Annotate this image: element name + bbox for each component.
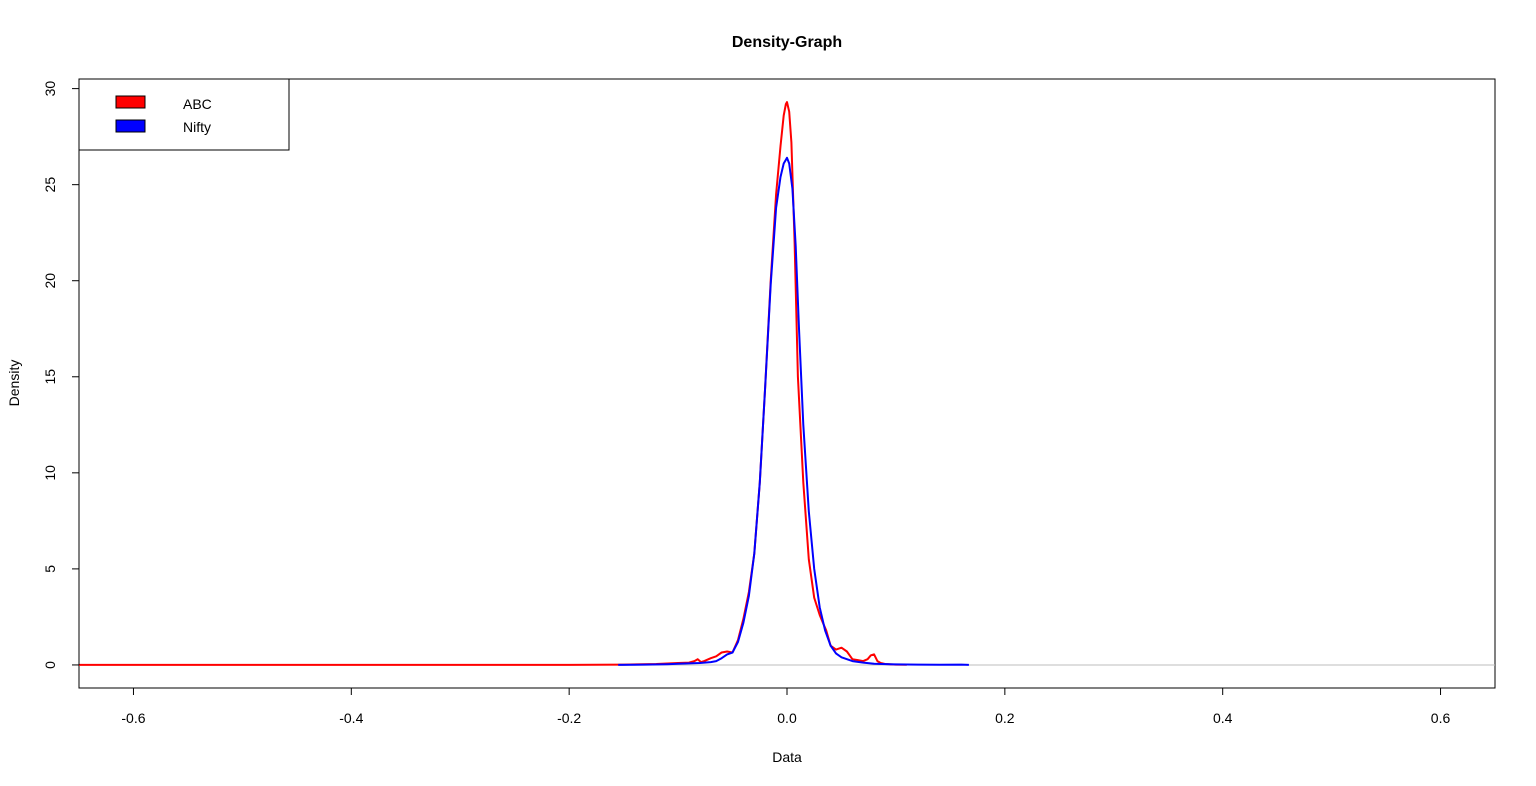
x-tick-label: 0.6: [1431, 710, 1451, 726]
chart-title: Density-Graph: [732, 34, 842, 51]
series-line-nifty: [618, 156, 969, 666]
x-tick-label: -0.6: [121, 710, 145, 726]
legend: ABC Nifty: [78, 78, 290, 151]
x-tick-label: 0.2: [995, 710, 1015, 726]
x-tick-label: -0.4: [339, 710, 363, 726]
legend-swatch-nifty: [115, 119, 146, 133]
x-tick-label: -0.2: [557, 710, 581, 726]
y-tick-label: 25: [42, 177, 58, 193]
x-tick-label: 0.4: [1213, 710, 1233, 726]
y-tick-label: 0: [42, 661, 58, 669]
series-layer: [79, 101, 969, 666]
x-tick-label: 0.0: [777, 710, 797, 726]
y-axis-label: Density: [6, 360, 22, 407]
series-line-abc: [79, 101, 907, 666]
y-tick-label: 30: [42, 81, 58, 97]
legend-box: [78, 78, 290, 151]
y-axis: 0 5 10 15 20 25 30: [42, 81, 80, 669]
y-tick-label: 20: [42, 273, 58, 289]
y-tick-label: 15: [42, 369, 58, 385]
legend-label-abc: ABC: [183, 96, 212, 112]
y-tick-label: 5: [42, 565, 58, 573]
y-tick-label: 10: [42, 465, 58, 481]
legend-label-nifty: Nifty: [183, 119, 211, 135]
plot-area-border: [78, 78, 1496, 689]
legend-swatch-abc: [115, 95, 146, 109]
x-axis-label: Data: [772, 749, 802, 765]
x-axis: -0.6 -0.4 -0.2 0.0 0.2 0.4 0.6: [121, 687, 1451, 726]
